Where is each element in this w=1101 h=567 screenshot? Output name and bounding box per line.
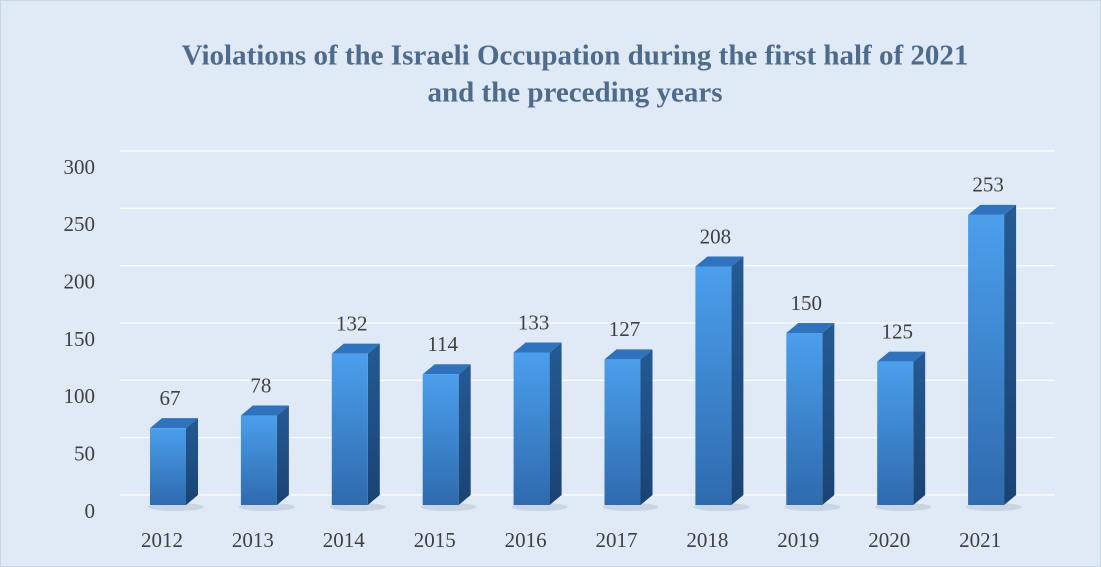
bar-side <box>458 364 471 505</box>
bar-top <box>331 343 380 354</box>
y-tick-label: 0 <box>85 499 96 523</box>
bar <box>240 415 277 505</box>
value-label: 132 <box>336 311 368 335</box>
bar-side <box>822 323 835 505</box>
y-tick-label: 100 <box>64 384 96 408</box>
value-label: 253 <box>972 173 1004 197</box>
value-label: 67 <box>160 386 181 410</box>
y-tick-label: 300 <box>64 155 96 179</box>
bar-top <box>150 418 198 429</box>
bar-side <box>731 256 744 505</box>
x-tick-label: 2014 <box>323 528 366 552</box>
value-label: 78 <box>250 373 271 397</box>
value-label: 125 <box>881 319 913 343</box>
bar-side <box>1004 204 1017 506</box>
value-label: 114 <box>427 332 458 356</box>
bar-top <box>604 349 653 360</box>
bar-top <box>786 323 835 333</box>
x-tick-label: 2019 <box>777 528 819 552</box>
bar-top <box>877 351 926 362</box>
bar <box>422 374 459 505</box>
x-tick-label: 2015 <box>414 528 456 552</box>
bar-side <box>367 343 380 505</box>
bar-side <box>640 349 653 505</box>
bar-top <box>422 364 471 375</box>
bar-side <box>549 342 562 505</box>
bar <box>968 214 1005 506</box>
chart-title: and the preceding years <box>427 77 722 109</box>
x-tick-label: 2013 <box>232 528 274 552</box>
bar-top <box>695 256 744 267</box>
bar-top <box>240 405 289 416</box>
y-tick-label: 200 <box>64 269 96 293</box>
bar-side <box>913 351 926 505</box>
bar-top <box>513 342 562 353</box>
bar <box>513 352 550 505</box>
chart-title: Violations of the Israeli Occupation dur… <box>182 40 969 72</box>
value-label: 133 <box>518 310 550 334</box>
y-tick-label: 250 <box>64 212 96 236</box>
bar-top <box>968 204 1017 215</box>
bar <box>604 359 641 505</box>
value-label: 208 <box>700 224 732 248</box>
x-tick-label: 2021 <box>959 528 1001 552</box>
bar-side <box>276 405 289 505</box>
y-tick-label: 150 <box>64 327 96 351</box>
value-label: 127 <box>609 317 641 341</box>
value-label: 150 <box>791 291 823 315</box>
bar-side <box>186 418 198 505</box>
bar <box>695 266 732 505</box>
bar <box>150 428 186 505</box>
x-tick-label: 2016 <box>505 528 547 552</box>
x-tick-label: 2012 <box>141 528 183 552</box>
bar <box>877 361 914 505</box>
x-tick-label: 2017 <box>596 528 638 552</box>
bar <box>331 353 368 505</box>
bar <box>786 333 823 505</box>
x-tick-label: 2018 <box>686 528 728 552</box>
y-tick-label: 50 <box>74 441 95 465</box>
x-tick-label: 2020 <box>868 528 910 552</box>
